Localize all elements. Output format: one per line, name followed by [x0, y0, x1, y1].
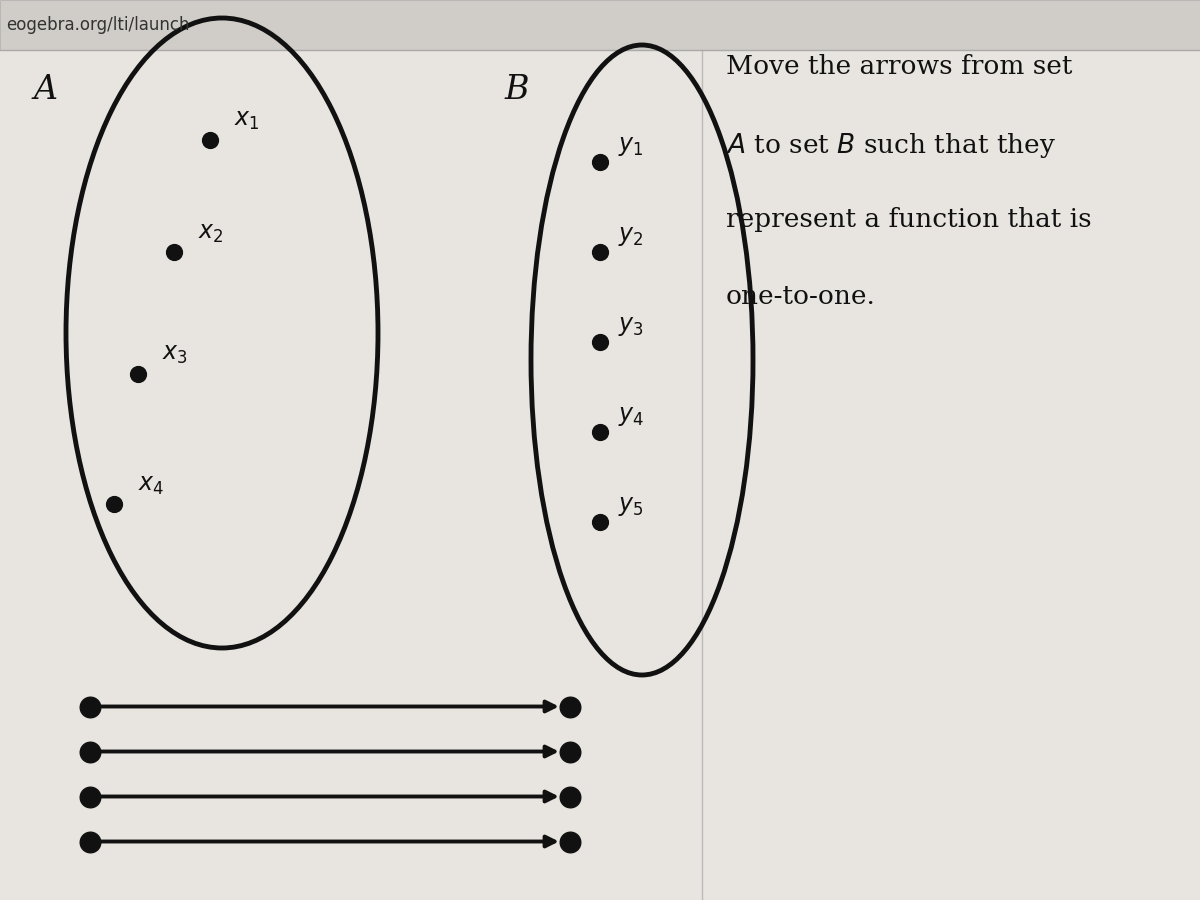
- Point: [560, 744, 580, 759]
- Point: [128, 366, 148, 381]
- Text: $A$ to set $B$ such that they: $A$ to set $B$ such that they: [726, 130, 1056, 159]
- Point: [560, 699, 580, 714]
- Text: $y_2$: $y_2$: [618, 224, 643, 248]
- Text: eogebra.org/lti/launch: eogebra.org/lti/launch: [6, 16, 190, 34]
- Point: [590, 515, 610, 529]
- Text: $x_1$: $x_1$: [234, 109, 259, 132]
- Point: [590, 155, 610, 169]
- Text: A: A: [34, 74, 58, 106]
- Text: $y_3$: $y_3$: [618, 314, 643, 338]
- Text: Move the arrows from set: Move the arrows from set: [726, 54, 1073, 79]
- Point: [560, 834, 580, 849]
- Text: B: B: [504, 74, 528, 106]
- Point: [590, 245, 610, 259]
- Point: [590, 425, 610, 439]
- Point: [200, 132, 220, 147]
- Text: $y_4$: $y_4$: [618, 404, 644, 428]
- Point: [560, 789, 580, 804]
- Text: one-to-one.: one-to-one.: [726, 284, 876, 309]
- Point: [80, 789, 100, 804]
- Point: [80, 744, 100, 759]
- Point: [80, 699, 100, 714]
- Text: $y_1$: $y_1$: [618, 134, 643, 158]
- Point: [164, 245, 184, 259]
- Text: $x_4$: $x_4$: [138, 473, 164, 497]
- Text: $x_2$: $x_2$: [198, 221, 223, 245]
- Text: $y_5$: $y_5$: [618, 494, 643, 518]
- Point: [590, 335, 610, 349]
- Point: [80, 834, 100, 849]
- Text: $x_3$: $x_3$: [162, 343, 187, 366]
- Point: [104, 497, 124, 511]
- FancyBboxPatch shape: [0, 0, 1200, 50]
- Text: represent a function that is: represent a function that is: [726, 207, 1092, 232]
